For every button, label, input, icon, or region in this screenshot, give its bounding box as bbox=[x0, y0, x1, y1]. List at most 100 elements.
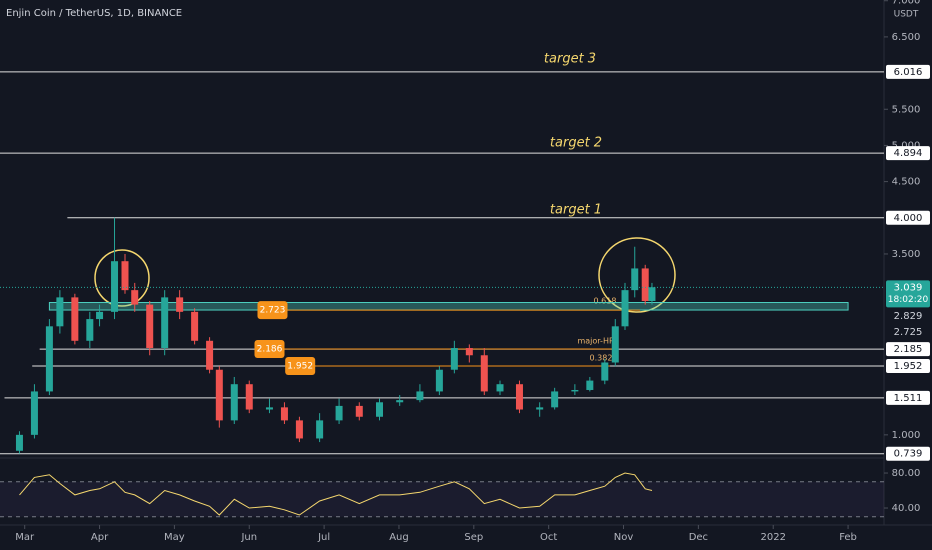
candle-body bbox=[416, 391, 424, 401]
zone-tag-label: 2.725 bbox=[894, 327, 923, 338]
callout-label: 2.723 bbox=[260, 306, 286, 316]
y-tick-label: 7.000 bbox=[892, 0, 921, 7]
level-tag bbox=[886, 342, 930, 357]
price-tag-label: 3.039 bbox=[894, 282, 923, 293]
candle-body bbox=[631, 268, 639, 291]
candle-body bbox=[71, 297, 79, 341]
rsi-line bbox=[19, 472, 653, 516]
level-tag-label: 1.511 bbox=[894, 393, 923, 404]
x-tick-label: Mar bbox=[15, 532, 35, 543]
candle-body bbox=[375, 402, 383, 417]
price-countdown: 18:02:20 bbox=[888, 295, 929, 305]
rsi-tick-label: 40.00 bbox=[892, 503, 921, 514]
x-tick-label: May bbox=[164, 532, 185, 543]
candle-body bbox=[496, 384, 504, 392]
callout-box bbox=[285, 356, 316, 375]
candle-body bbox=[86, 319, 94, 341]
candle-body bbox=[131, 290, 139, 305]
target-label: target 3 bbox=[544, 52, 596, 67]
y-tick-label: 5.500 bbox=[892, 104, 921, 115]
candle-body bbox=[45, 326, 53, 392]
candle-body bbox=[111, 261, 119, 312]
candle-body bbox=[621, 290, 629, 327]
chart-title: Enjin Coin / TetherUS, 1D, BINANCE bbox=[6, 8, 182, 19]
fib-label: 0.382 bbox=[590, 354, 613, 363]
candle-body bbox=[480, 355, 488, 392]
x-tick-label: Feb bbox=[839, 532, 857, 543]
highlight-circle bbox=[598, 237, 676, 313]
candle-body bbox=[601, 362, 609, 381]
level-tag-label: 1.952 bbox=[894, 361, 923, 372]
level-tag bbox=[886, 64, 930, 79]
candle-body bbox=[396, 400, 404, 403]
candle-body bbox=[15, 434, 23, 451]
candle-body bbox=[571, 389, 579, 392]
candle-body bbox=[30, 391, 38, 435]
candle-body bbox=[355, 405, 363, 417]
candle-body bbox=[611, 326, 619, 363]
callout-label: 2.186 bbox=[257, 345, 283, 355]
rsi-band bbox=[0, 481, 884, 517]
y-tick-label: 5.000 bbox=[892, 140, 921, 151]
zone bbox=[48, 302, 849, 311]
candle-body bbox=[295, 420, 303, 439]
candle-body bbox=[245, 384, 253, 410]
callout-box bbox=[254, 340, 285, 359]
candle-body bbox=[230, 384, 238, 421]
y-tick-label: 6.500 bbox=[892, 32, 921, 43]
callout-label: 1.952 bbox=[287, 361, 313, 371]
highlight-circle bbox=[94, 249, 150, 307]
level-tag-label: 4.000 bbox=[894, 213, 923, 224]
x-tick-label: 2022 bbox=[760, 532, 785, 543]
level-tag bbox=[886, 358, 930, 373]
fib-label: major-HR bbox=[577, 337, 614, 346]
candle-body bbox=[648, 287, 656, 301]
price-tag bbox=[886, 280, 930, 308]
candle-body bbox=[215, 369, 223, 421]
level-tag bbox=[886, 446, 930, 461]
level-tag bbox=[886, 390, 930, 405]
candle-body bbox=[161, 297, 169, 349]
x-tick-label: Jun bbox=[240, 532, 257, 543]
zone-tag bbox=[886, 309, 930, 323]
x-tick-label: Apr bbox=[91, 532, 109, 543]
candle-body bbox=[586, 380, 594, 390]
candle-body bbox=[146, 304, 154, 349]
x-tick-label: Oct bbox=[540, 532, 557, 543]
y-tick-label: 3.500 bbox=[892, 249, 921, 260]
candle-body bbox=[641, 268, 649, 301]
candle-body bbox=[206, 340, 214, 370]
candle-body bbox=[265, 407, 273, 410]
candle-body bbox=[335, 405, 343, 421]
x-tick-label: Sep bbox=[464, 532, 483, 543]
level-tag bbox=[886, 210, 930, 225]
x-tick-label: Dec bbox=[689, 532, 708, 543]
x-tick-label: Nov bbox=[614, 532, 634, 543]
candle-body bbox=[450, 348, 458, 370]
currency-label: USDT bbox=[894, 10, 919, 20]
target-label: target 2 bbox=[550, 136, 602, 151]
candle-body bbox=[435, 369, 443, 392]
target-label: target 1 bbox=[550, 203, 602, 218]
fib-label: 0.618 bbox=[594, 297, 617, 306]
candle-body bbox=[176, 297, 184, 312]
candle-body bbox=[121, 261, 129, 291]
candle-body bbox=[56, 297, 64, 327]
x-tick-label: Jul bbox=[317, 532, 330, 543]
level-tag-label: 6.016 bbox=[894, 67, 923, 78]
zone-tag bbox=[886, 325, 930, 339]
rsi-tick-label: 80.00 bbox=[892, 468, 921, 479]
level-tag-label: 4.894 bbox=[894, 148, 923, 159]
candle-body bbox=[280, 407, 288, 421]
y-tick-label: 4.500 bbox=[892, 177, 921, 188]
candle-body bbox=[465, 348, 473, 356]
candle-body bbox=[515, 384, 523, 410]
level-tag-label: 0.739 bbox=[894, 449, 923, 460]
candle-body bbox=[536, 407, 544, 410]
level-tag bbox=[886, 146, 930, 161]
candle-body bbox=[316, 420, 324, 439]
candle-body bbox=[551, 391, 559, 408]
candle-body bbox=[96, 311, 104, 320]
zone-tag-label: 2.829 bbox=[894, 311, 923, 322]
